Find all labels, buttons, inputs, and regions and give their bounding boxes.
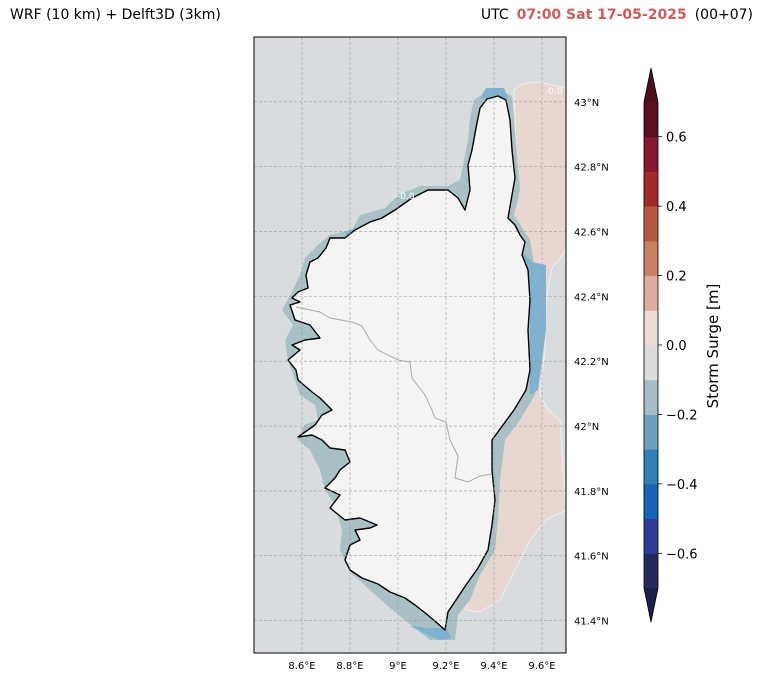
- longitude-tick-label: 9.2°E: [432, 661, 459, 672]
- contour-label-west: -0.0: [397, 192, 415, 202]
- map-gridlines: [254, 37, 566, 653]
- colorbar-segment: [644, 102, 658, 138]
- colorbar-upper-extend: [644, 68, 658, 102]
- colorbar-segment: [644, 171, 658, 207]
- colorbar-segment: [644, 310, 658, 346]
- latitude-tick-label: 42.6°N: [574, 228, 609, 239]
- corsica-land: [287, 95, 531, 631]
- latitude-tick-label: 41.8°N: [574, 487, 609, 498]
- colorbar-tick-label: −0.4: [666, 478, 698, 493]
- colorbar-segment: [644, 414, 658, 450]
- colorbar-segment: [644, 240, 658, 277]
- colorbar-segment: [644, 553, 658, 589]
- latitude-tick-label: 42.2°N: [574, 357, 609, 368]
- longitude-tick-label: 8.8°E: [336, 661, 363, 672]
- colorbar-title: Storm Surge [m]: [704, 284, 722, 409]
- forecast-datetime: 07:00 Sat 17-05-2025: [516, 7, 687, 23]
- colorbar-lower-extend: [644, 588, 658, 622]
- colorbar-segment: [644, 379, 658, 415]
- utc-label: UTC: [480, 7, 509, 23]
- colorbar-segment: [644, 449, 658, 485]
- colorbar-tick-label: 0.4: [666, 200, 687, 215]
- colorbar-tick-label: 0.6: [666, 131, 687, 146]
- longitude-tick-label: 9°E: [389, 661, 407, 672]
- forecast-offset: (00+07): [694, 7, 753, 23]
- map-panel: -0.0 -0.0: [254, 37, 566, 653]
- colorbar-segment: [644, 345, 658, 381]
- map-frame: [253, 36, 567, 654]
- longitude-tick-label: 9.6°E: [528, 661, 555, 672]
- colorbar-tick-label: −0.2: [666, 408, 698, 423]
- department-border: [295, 306, 493, 483]
- colorbar-tick-label: −0.6: [666, 547, 698, 562]
- longitude-tick-labels: 8.6°E 8.8°E 9°E 9.2°E 9.4°E 9.6°E: [288, 661, 555, 672]
- colorbar-segment: [644, 483, 658, 520]
- latitude-tick-label: 42°N: [574, 422, 599, 433]
- colorbar-segment: [644, 518, 658, 554]
- colorbar-tick-label: 0.0: [666, 339, 687, 354]
- colorbar-tick-label: 0.2: [666, 270, 687, 285]
- latitude-tick-label: 42.4°N: [574, 292, 609, 303]
- negative-surge-blue-south: [410, 626, 452, 640]
- latitude-tick-label: 41.4°N: [574, 617, 609, 628]
- colorbar-segment: [644, 275, 658, 311]
- time-header: UTC 07:00 Sat 17-05-2025 (00+07): [481, 7, 753, 23]
- colorbar-segment: [644, 136, 658, 172]
- longitude-tick-label: 8.6°E: [288, 661, 315, 672]
- latitude-tick-label: 43°N: [574, 98, 599, 109]
- latitude-tick-label: 41.6°N: [574, 552, 609, 563]
- contour-label-north: -0.0: [545, 87, 563, 97]
- latitude-tick-label: 42.8°N: [574, 163, 609, 174]
- colorbar: 0.6 0.4 0.2 0.0 −0.2 −0.4 −0.6: [643, 67, 698, 623]
- longitude-tick-label: 9.4°E: [480, 661, 507, 672]
- map-title: WRF (10 km) + Delft3D (3km): [10, 7, 221, 23]
- latitude-tick-labels: 43°N 42.8°N 42.6°N 42.4°N 42.2°N 42°N 41.8°N 41…: [574, 98, 609, 628]
- negative-surge-blue-east: [520, 250, 546, 395]
- colorbar-outline: [643, 67, 659, 623]
- colorbar-segment: [644, 206, 658, 242]
